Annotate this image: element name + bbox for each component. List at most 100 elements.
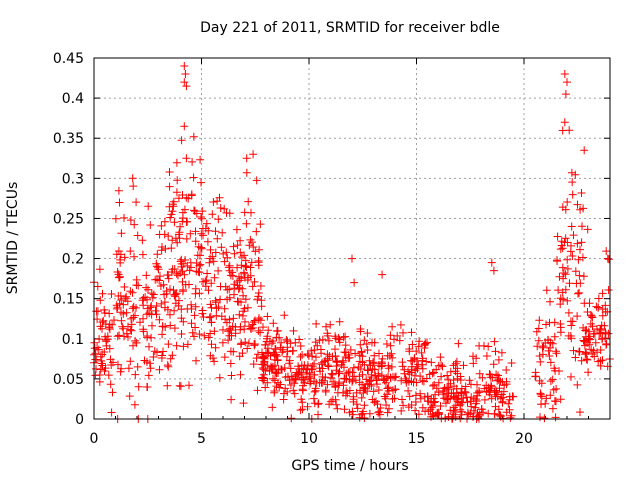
data-point xyxy=(195,268,204,277)
data-point xyxy=(191,237,200,246)
data-point xyxy=(93,282,102,291)
data-point xyxy=(331,395,340,404)
data-point xyxy=(218,228,227,237)
data-point xyxy=(567,321,576,330)
data-point xyxy=(277,365,286,374)
data-point xyxy=(170,306,179,315)
data-point xyxy=(104,371,113,380)
data-point xyxy=(323,361,332,370)
data-point xyxy=(106,355,115,364)
data-point xyxy=(295,335,304,344)
data-point xyxy=(229,314,238,323)
data-point xyxy=(183,340,192,349)
data-point xyxy=(412,378,421,387)
data-point xyxy=(446,367,455,376)
data-point xyxy=(173,238,182,247)
data-point xyxy=(188,328,197,337)
data-point xyxy=(334,369,343,378)
data-point xyxy=(459,394,468,403)
data-point xyxy=(348,254,356,263)
data-point xyxy=(436,353,445,362)
data-point xyxy=(256,282,265,290)
data-point xyxy=(552,349,561,358)
data-point xyxy=(548,339,557,348)
data-point xyxy=(219,325,227,334)
data-point xyxy=(576,408,584,417)
data-point xyxy=(176,257,185,266)
data-point xyxy=(237,253,246,262)
data-point xyxy=(407,368,416,377)
data-point xyxy=(350,372,359,381)
data-point xyxy=(233,241,242,250)
data-point xyxy=(310,346,319,354)
data-point xyxy=(155,365,164,374)
data-point xyxy=(107,290,116,298)
data-point xyxy=(186,229,195,238)
data-point xyxy=(598,311,607,320)
data-point xyxy=(327,374,335,382)
data-point xyxy=(148,293,157,302)
data-point xyxy=(157,221,166,230)
data-point xyxy=(236,340,245,349)
data-point xyxy=(400,369,409,378)
data-point xyxy=(223,285,232,294)
data-point xyxy=(231,329,240,338)
data-point xyxy=(211,296,220,305)
data-point xyxy=(171,299,180,308)
data-point xyxy=(384,364,393,373)
data-point xyxy=(551,413,560,422)
data-point xyxy=(197,213,205,221)
data-point xyxy=(378,270,387,279)
data-point xyxy=(199,313,208,321)
data-point xyxy=(451,412,460,421)
data-point xyxy=(196,260,205,269)
data-point xyxy=(177,136,186,145)
data-point xyxy=(249,150,258,159)
data-point xyxy=(563,264,572,273)
data-point xyxy=(559,269,568,277)
data-point xyxy=(380,376,389,385)
data-point xyxy=(180,205,189,214)
data-point xyxy=(132,198,141,207)
data-point xyxy=(427,358,436,367)
data-point xyxy=(404,386,413,395)
data-point xyxy=(191,227,200,236)
data-point xyxy=(127,326,136,335)
data-point xyxy=(568,252,577,260)
data-point xyxy=(430,398,439,407)
data-point xyxy=(359,407,368,416)
data-point xyxy=(558,263,567,272)
data-point xyxy=(228,272,237,280)
data-point xyxy=(202,219,211,228)
data-point xyxy=(214,266,223,275)
data-point xyxy=(573,200,582,209)
data-points xyxy=(90,62,614,423)
data-point xyxy=(178,217,187,226)
data-point xyxy=(561,234,570,243)
data-point xyxy=(567,168,576,177)
data-point xyxy=(583,308,592,316)
data-point xyxy=(583,225,592,234)
data-point xyxy=(90,344,99,353)
data-point xyxy=(207,279,216,288)
data-point xyxy=(142,283,151,292)
data-point xyxy=(154,265,163,274)
data-point xyxy=(438,362,447,371)
data-point xyxy=(364,366,373,375)
y-tick-label: 0.15 xyxy=(53,292,84,308)
data-point xyxy=(111,214,120,223)
data-point xyxy=(598,356,607,365)
data-point xyxy=(103,335,112,344)
data-point xyxy=(323,350,332,359)
data-point xyxy=(584,327,593,336)
data-point xyxy=(117,316,126,325)
data-point xyxy=(579,272,588,281)
data-point xyxy=(534,324,543,333)
data-point xyxy=(112,304,121,313)
data-point xyxy=(187,300,196,309)
data-point xyxy=(556,245,565,254)
data-point xyxy=(133,362,142,371)
data-point xyxy=(210,327,219,336)
data-point xyxy=(213,197,222,206)
data-point xyxy=(214,215,223,224)
